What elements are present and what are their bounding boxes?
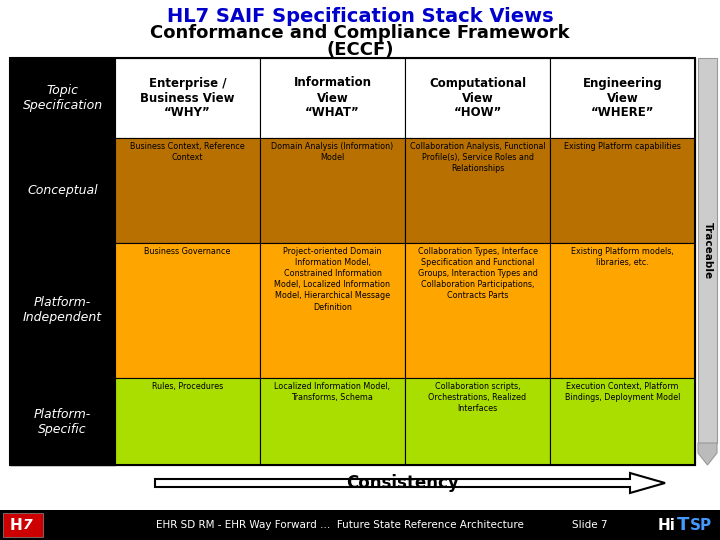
Text: Execution Context, Platform
Bindings, Deployment Model: Execution Context, Platform Bindings, De… (564, 382, 680, 402)
Text: Collaboration scripts,
Orchestrations, Realized
Interfaces: Collaboration scripts, Orchestrations, R… (428, 382, 526, 413)
Text: Conceptual: Conceptual (27, 184, 98, 197)
Bar (550, 138, 695, 243)
Bar (10, 138, 115, 243)
Text: Slide 7: Slide 7 (572, 520, 608, 530)
Text: Information
View
“WHAT”: Information View “WHAT” (294, 77, 372, 119)
Text: Localized Information Model,
Transforms, Schema: Localized Information Model, Transforms,… (274, 382, 390, 402)
Bar (260, 243, 405, 378)
Bar (550, 378, 695, 465)
Text: Conformance and Compliance Framework: Conformance and Compliance Framework (150, 24, 570, 42)
Bar (698, 58, 717, 443)
Text: Hi: Hi (658, 517, 676, 532)
Bar (10, 243, 115, 378)
Text: Domain Analysis (Information)
Model: Domain Analysis (Information) Model (271, 142, 394, 162)
Text: SP: SP (690, 517, 712, 532)
Bar (260, 138, 405, 243)
Bar (115, 243, 260, 378)
Text: T: T (677, 516, 689, 534)
Bar (115, 58, 260, 138)
Text: Traceable: Traceable (703, 222, 713, 279)
Polygon shape (698, 443, 717, 465)
Bar (115, 378, 260, 465)
Bar (550, 58, 695, 138)
Text: EHR SD RM - EHR Way Forward …  Future State Reference Architecture: EHR SD RM - EHR Way Forward … Future Sta… (156, 520, 524, 530)
Bar (405, 138, 550, 243)
Bar (405, 58, 550, 138)
Bar (550, 243, 695, 378)
Text: Rules, Procedures: Rules, Procedures (152, 382, 223, 391)
Text: 7: 7 (23, 518, 32, 532)
Bar (3, 513, 43, 537)
Text: Enterprise /
Business View
“WHY”: Enterprise / Business View “WHY” (140, 77, 235, 119)
Text: Platform-
Specific: Platform- Specific (34, 408, 91, 435)
Text: Collaboration Analysis, Functional
Profile(s), Service Roles and
Relationships: Collaboration Analysis, Functional Profi… (410, 142, 545, 173)
Text: Consistency: Consistency (346, 474, 459, 492)
Bar (10, 378, 115, 465)
Text: Business Governance: Business Governance (144, 247, 230, 256)
Text: Engineering
View
“WHERE”: Engineering View “WHERE” (582, 77, 662, 119)
Text: H: H (10, 517, 23, 532)
Bar (260, 378, 405, 465)
Bar (405, 378, 550, 465)
Text: Existing Platform models,
libraries, etc.: Existing Platform models, libraries, etc… (571, 247, 674, 267)
Bar (260, 58, 405, 138)
Text: HL7 SAIF Specification Stack Views: HL7 SAIF Specification Stack Views (167, 7, 553, 26)
Text: Topic
Specification: Topic Specification (22, 84, 102, 112)
Text: Platform-
Independent: Platform- Independent (23, 296, 102, 325)
Bar (10, 58, 695, 465)
Text: Project-oriented Domain
Information Model,
Constrained Information
Model, Locali: Project-oriented Domain Information Mode… (274, 247, 390, 312)
Text: Computational
View
“HOW”: Computational View “HOW” (429, 77, 526, 119)
Polygon shape (155, 473, 665, 493)
Bar (10, 58, 115, 138)
Text: Existing Platform capabilities: Existing Platform capabilities (564, 142, 681, 151)
Text: Collaboration Types, Interface
Specification and Functional
Groups, Interaction : Collaboration Types, Interface Specifica… (418, 247, 538, 300)
Text: (ECCF): (ECCF) (326, 41, 394, 59)
Bar (0, 510, 720, 540)
Text: Business Context, Reference
Context: Business Context, Reference Context (130, 142, 245, 162)
Bar (405, 243, 550, 378)
Bar (115, 138, 260, 243)
